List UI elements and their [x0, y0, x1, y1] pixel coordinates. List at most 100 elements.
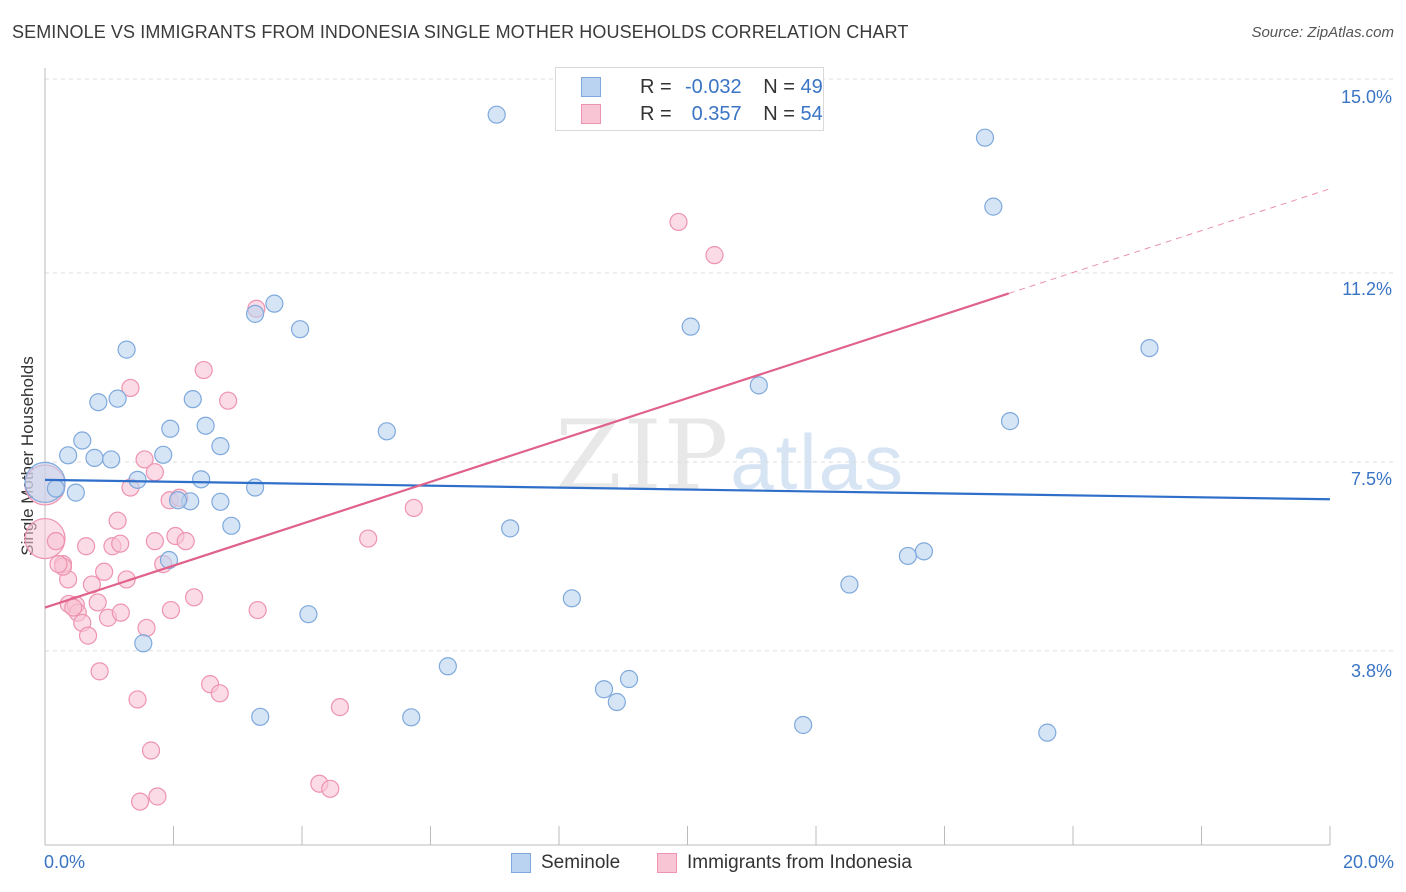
data-point-seminole [290, 320, 310, 339]
data-point-indonesia [135, 450, 154, 469]
data-point-seminole [102, 450, 121, 469]
legend-label-seminole: Seminole [541, 852, 621, 873]
data-point-seminole [1140, 338, 1159, 358]
data-point-seminole [749, 376, 768, 395]
data-point-indonesia [184, 588, 204, 607]
data-point-seminole [619, 669, 639, 689]
data-point-indonesia [145, 532, 164, 551]
data-point-seminole [562, 589, 581, 608]
chart-title: SEMINOLE VS IMMIGRANTS FROM INDONESIA SI… [12, 22, 909, 42]
data-point-seminole [108, 389, 127, 408]
data-point-seminole [168, 491, 188, 510]
data-point-indonesia [88, 593, 107, 612]
data-point-seminole [299, 605, 318, 624]
axis-layer [44, 68, 1331, 846]
data-point-indonesia [161, 600, 181, 620]
data-point-indonesia [137, 618, 156, 638]
data-point-seminole [117, 340, 136, 359]
data-point-indonesia [219, 391, 238, 410]
legend-r-value: 0.357 [691, 102, 742, 125]
trend-line-indonesia [44, 292, 1010, 609]
data-point-indonesia [111, 534, 130, 553]
data-point-seminole [46, 479, 66, 498]
data-point-seminole [134, 634, 153, 653]
data-point-seminole [984, 197, 1003, 216]
data-point-seminole [245, 304, 265, 323]
trend-extension-indonesia [1008, 188, 1331, 294]
data-point-seminole [154, 445, 173, 464]
data-point-seminole [402, 708, 421, 727]
data-point-indonesia [330, 698, 350, 717]
legend-n-value: 49 [800, 75, 823, 98]
data-point-indonesia [210, 684, 229, 703]
data-point-seminole [438, 657, 457, 676]
data-point-indonesia [46, 532, 66, 551]
data-point-indonesia [248, 600, 267, 620]
series-legend: Seminole Immigrants from Indonesia [0, 852, 1406, 878]
legend-item-indonesia[interactable]: Immigrants from Indonesia [657, 852, 912, 874]
data-point-seminole [794, 715, 813, 735]
data-point-indonesia [77, 537, 96, 556]
data-point-seminole [840, 575, 859, 594]
y-tick-label: 15.0% [1340, 87, 1392, 107]
points-layer [24, 105, 1159, 811]
data-point-seminole [245, 478, 265, 497]
data-point-seminole [265, 294, 284, 313]
legend-r-label: R = [640, 75, 672, 98]
y-tick-label: 7.5% [1350, 469, 1392, 489]
legend-r-label: R = [640, 102, 672, 125]
data-point-seminole [607, 692, 626, 712]
data-point-seminole [377, 422, 396, 441]
data-point-indonesia [64, 598, 83, 617]
x-tick-label-min: 0.0% [44, 852, 86, 872]
data-point-seminole [66, 483, 85, 502]
data-point-indonesia [194, 360, 213, 380]
data-point-seminole [211, 437, 230, 456]
legend-r-value: -0.032 [684, 75, 742, 98]
data-point-indonesia [95, 562, 114, 581]
data-point-seminole [89, 393, 108, 412]
legend-swatch-indonesia [657, 853, 677, 873]
data-point-seminole [975, 128, 995, 147]
legend-item-seminole[interactable]: Seminole [511, 852, 620, 874]
data-point-seminole [251, 707, 270, 726]
y-tick-label: 11.2% [1342, 279, 1392, 299]
data-point-seminole [128, 470, 147, 489]
data-point-seminole [192, 470, 211, 489]
data-point-seminole [85, 448, 104, 467]
data-point-seminole [1000, 412, 1020, 431]
data-point-indonesia [117, 570, 136, 589]
data-point-indonesia [90, 662, 109, 681]
data-point-indonesia [404, 498, 423, 518]
watermark-logo: ZIPatlas [555, 400, 905, 512]
data-point-indonesia [128, 690, 147, 709]
data-point-indonesia [705, 246, 724, 265]
data-point-indonesia [130, 792, 150, 811]
legend-swatch-seminole [511, 853, 531, 873]
data-point-seminole [196, 416, 215, 435]
data-point-seminole [222, 516, 241, 535]
source-label: Source: ZipAtlas.com [1251, 24, 1394, 41]
y-tick-label: 3.8% [1350, 661, 1392, 681]
data-point-seminole [898, 546, 917, 566]
data-point-indonesia [108, 511, 127, 530]
x-tick-label-max: 20.0% [1342, 852, 1394, 872]
legend-n-label: N = [763, 75, 795, 98]
legend-n-value: 54 [800, 102, 823, 125]
data-point-seminole [159, 550, 179, 570]
data-point-indonesia [145, 463, 164, 482]
data-point-indonesia [321, 779, 340, 798]
data-point-indonesia [148, 787, 167, 806]
data-point-indonesia [669, 212, 688, 232]
legend-label-indonesia: Immigrants from Indonesia [687, 852, 912, 873]
data-point-indonesia [111, 603, 130, 622]
data-point-seminole [59, 446, 78, 465]
data-point-seminole [501, 519, 520, 538]
data-point-seminole [594, 680, 614, 699]
correlation-legend: R = -0.032 N = 49 R = 0.357 N = 54 [555, 67, 824, 131]
grid-layer [45, 78, 1395, 652]
data-point-seminole [183, 390, 202, 409]
trend-line-seminole [44, 478, 1331, 501]
data-point-seminole [1038, 723, 1057, 742]
